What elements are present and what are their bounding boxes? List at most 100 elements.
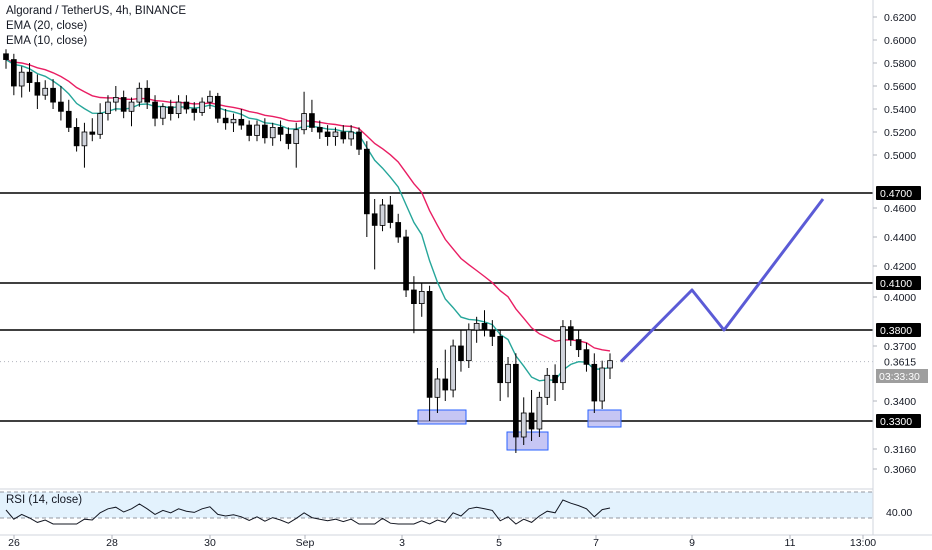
candle-body (497, 335, 504, 384)
candle-body (387, 204, 394, 223)
candle-body (520, 412, 527, 438)
ema-lines (5, 58, 611, 382)
price-tick-label: 0.5800 (884, 58, 916, 70)
candle-body (293, 129, 300, 144)
candle-body (207, 95, 213, 103)
candle-body (246, 124, 253, 136)
time-tick-label: 28 (106, 537, 118, 549)
time-axis: 26 28 30 Sep 3 5 7 9 11 13:00 (8, 535, 876, 549)
candle-body (214, 95, 221, 119)
candle-body (411, 289, 417, 305)
time-tick-label: Sep (296, 537, 315, 549)
level-badge-label: 0.4100 (880, 278, 912, 290)
candle-body (599, 367, 605, 402)
candle-body (112, 97, 119, 103)
projection-line (619, 198, 825, 363)
candle-body (418, 290, 425, 304)
candle-body (285, 133, 292, 144)
symbol-title: Algorand / TetherUS, 4h, BINANCE (6, 5, 187, 17)
price-tick-label: 0.3060 (884, 464, 916, 476)
candle-body (528, 412, 535, 430)
price-tick-label: 0.4400 (884, 232, 916, 244)
candle-body (136, 87, 143, 103)
candle-body (316, 127, 323, 133)
price-tick-label: 0.5200 (884, 127, 916, 139)
level-badge-label: 0.4700 (880, 188, 912, 200)
candle-body (458, 345, 464, 362)
rsi-line (5, 499, 611, 525)
candle-body (583, 349, 590, 365)
ema20-label: EMA (20, close) (6, 20, 88, 32)
candle-body (426, 290, 433, 398)
candle-body (567, 326, 574, 341)
rsi-legend: RSI (14, close) (6, 494, 83, 506)
level-badge (876, 186, 921, 200)
candle-body (89, 131, 96, 135)
price-tick-label: 0.4000 (884, 292, 916, 304)
horizontal-levels: 0.4700 0.4100 0.3800 0.3300 0.3615 03:33:30 (0, 186, 928, 428)
level-badge-label: 0.3300 (880, 416, 912, 428)
level-badge (876, 323, 921, 337)
price-tick-label: 0.3400 (884, 396, 916, 408)
price-tick-label: 0.4200 (884, 261, 916, 273)
candle-body (120, 97, 127, 112)
candle-body (301, 113, 307, 131)
candle-body (191, 108, 198, 113)
candle-body (50, 87, 56, 103)
candle-body (97, 113, 103, 135)
candle-body (348, 131, 354, 140)
candle-body (73, 127, 80, 147)
candle-body (379, 204, 386, 226)
candle-body (434, 378, 441, 398)
candle-body (536, 396, 543, 430)
price-tick-label: 0.6200 (884, 12, 916, 24)
price-tick-label: 0.4600 (884, 203, 916, 215)
candle-body (450, 345, 456, 391)
time-tick-label: 30 (204, 537, 216, 549)
candle-body (560, 326, 566, 384)
candle-body (513, 363, 519, 438)
candle-body (324, 131, 331, 137)
candle-body (544, 374, 551, 398)
candle-body (230, 118, 237, 124)
candle-body (442, 378, 449, 391)
projection-path (619, 198, 825, 363)
candle-body (465, 329, 472, 362)
candle-body (105, 101, 111, 114)
rsi-band (0, 492, 873, 518)
candle-body (18, 71, 25, 87)
candle-body (58, 101, 64, 112)
rsi-axis-label: 40.00 (886, 507, 912, 519)
ema10-line (5, 59, 611, 382)
candle-body (160, 106, 166, 119)
candle-body (81, 131, 88, 147)
candle-body (607, 360, 613, 369)
candlesticks (3, 49, 613, 453)
price-tick-label: 0.3160 (884, 444, 916, 456)
time-tick-label: 5 (496, 537, 502, 549)
price-tick-label: 0.3700 (884, 341, 916, 353)
candle-body (591, 363, 598, 402)
support-box (417, 409, 467, 425)
candle-body (473, 322, 480, 331)
candle-body (552, 374, 558, 384)
candle-body (128, 101, 135, 112)
time-tick-label: 7 (593, 537, 599, 549)
rsi-pane: 40.00 (0, 491, 912, 525)
candle-body (34, 82, 41, 96)
candle-body (152, 101, 158, 119)
time-tick-label: 26 (8, 537, 20, 549)
candle-body (575, 339, 582, 351)
candle-body (65, 110, 72, 128)
price-tick-label: 0.6000 (884, 35, 916, 47)
price-axis: 0.6200 0.6000 0.5800 0.5600 0.5400 0.5200 0.50… (0, 0, 932, 536)
candle-body (238, 118, 245, 126)
countdown-label: 03:33:30 (879, 371, 920, 383)
level-badge (876, 414, 921, 428)
candle-body (144, 87, 151, 103)
level-badge (876, 276, 921, 290)
candle-body (340, 131, 347, 140)
support-boxes (417, 409, 622, 451)
candle-body (11, 59, 17, 87)
